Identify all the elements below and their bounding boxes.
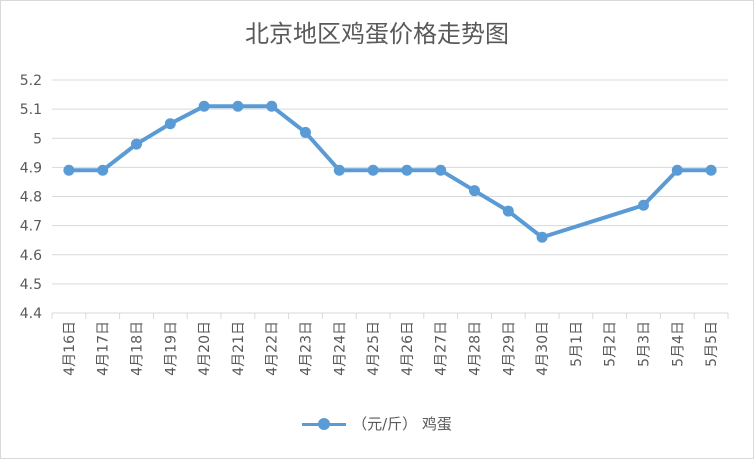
y-tick-label: 5: [33, 131, 42, 147]
data-point: [671, 164, 683, 176]
x-tick-label: 4月22日: [265, 321, 281, 376]
y-tick-label: 4.4: [20, 306, 42, 322]
x-tick-label: 4月18日: [130, 321, 146, 376]
x-tick-label: 4月30日: [535, 321, 551, 376]
x-tick-label: 4月23日: [299, 321, 315, 376]
x-tick-label: 5月2日: [603, 321, 619, 367]
data-point: [435, 164, 447, 176]
data-point: [300, 126, 311, 138]
x-tick-label: 4月28日: [468, 321, 484, 376]
legend-label: （元/斤） 鸡蛋: [352, 415, 452, 433]
data-point: [536, 231, 548, 243]
data-point: [502, 205, 514, 217]
x-tick-label: 4月26日: [400, 321, 416, 376]
y-tick-label: 4.8: [20, 190, 42, 206]
x-axis-tick-labels: 4月16日 4月17日 4月18日 4月19日 4月20日 4月21日 4月22日 4月23日…: [62, 321, 720, 376]
data-point: [232, 100, 244, 112]
data-point: [131, 138, 142, 150]
series-line: [68, 104, 712, 240]
series-layer: [63, 100, 717, 243]
chart-title: 北京地区鸡蛋价格走势图: [245, 20, 509, 48]
x-tick-label: 4月17日: [96, 321, 112, 376]
data-point: [638, 199, 649, 211]
x-tick-label: 5月1日: [569, 321, 585, 367]
y-tick-label: 4.5: [20, 277, 42, 293]
y-tick-label: 5.2: [20, 73, 42, 89]
x-tick-label: 5月3日: [637, 321, 653, 367]
x-tick-label: 4月27日: [434, 321, 450, 376]
y-tick-label: 4.9: [20, 160, 42, 176]
x-tick-label: 4月20日: [197, 321, 213, 376]
grid-lines: [51, 79, 729, 319]
data-point: [705, 164, 717, 176]
y-axis-tick-labels: 4.4 4.5 4.6 4.7 4.8 4.9 5 5.1 5.2: [20, 73, 42, 322]
data-point: [367, 164, 379, 176]
data-point: [164, 118, 176, 130]
legend: （元/斤） 鸡蛋: [0, 413, 754, 434]
data-point: [333, 164, 345, 176]
x-tick-label: 4月16日: [62, 321, 78, 376]
x-tick-label: 5月4日: [670, 321, 686, 367]
data-point: [63, 164, 75, 176]
x-tick-label: 4月21日: [231, 321, 247, 376]
data-point: [401, 164, 413, 176]
y-tick-label: 4.6: [20, 248, 42, 264]
x-tick-label: 4月24日: [332, 321, 348, 376]
x-tick-label: 4月25日: [366, 321, 382, 376]
legend-swatch: [302, 415, 347, 433]
x-tick-label: 4月19日: [163, 321, 179, 376]
data-point: [266, 100, 278, 112]
x-tick-label: 5月5日: [704, 321, 720, 367]
y-tick-label: 5.1: [20, 102, 42, 118]
data-point: [198, 100, 210, 112]
y-tick-label: 4.7: [20, 219, 42, 235]
data-point: [469, 185, 480, 197]
x-tick-label: 4月29日: [501, 321, 517, 376]
data-point: [97, 164, 109, 176]
